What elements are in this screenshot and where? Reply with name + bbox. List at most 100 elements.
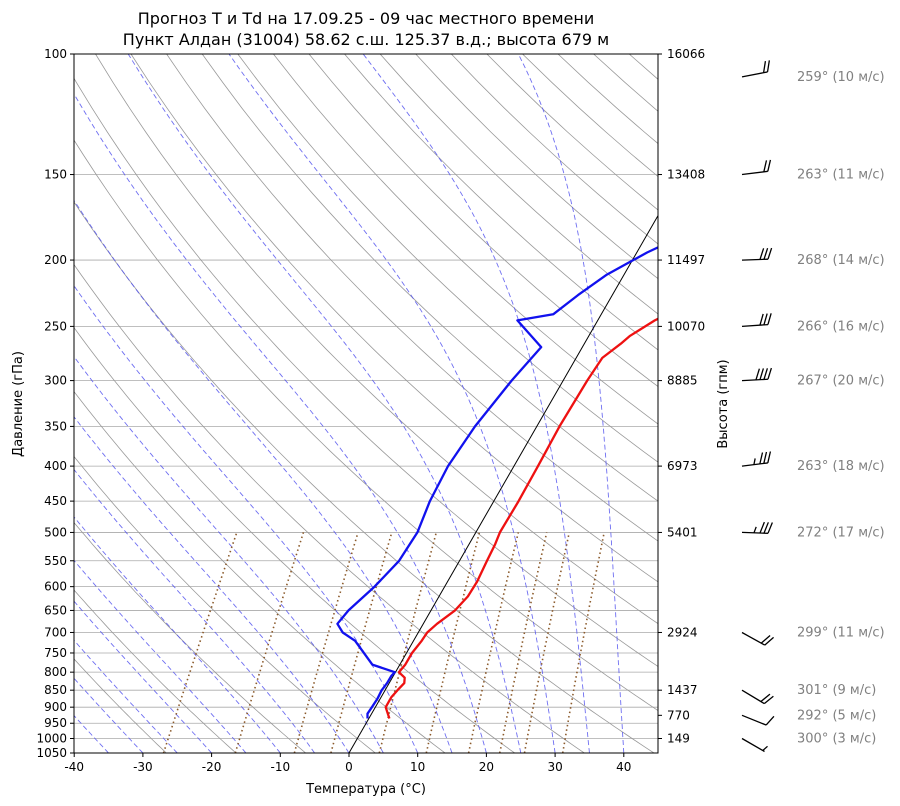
moist-adiabat-line xyxy=(74,639,178,753)
height-tick-label: 2924 xyxy=(667,625,698,639)
reference-lines-layer xyxy=(74,54,658,753)
wind-barb xyxy=(741,313,772,328)
moist-adiabat-line xyxy=(74,355,384,753)
wind-barb-staff xyxy=(741,689,765,705)
y-tick-label: 650 xyxy=(44,603,67,617)
moist-adiabat-line xyxy=(74,285,419,753)
x-axis-label: Температура (°C) xyxy=(305,782,426,797)
wind-barb-full xyxy=(767,247,773,260)
height-tick-label: 1437 xyxy=(667,683,698,697)
x-tick-label: 10 xyxy=(410,760,425,774)
x-tick-label: -20 xyxy=(202,760,222,774)
height-tick-label: 149 xyxy=(667,731,690,745)
wind-barb-staff xyxy=(741,714,767,726)
wind-barb-staff xyxy=(741,531,769,534)
wind-barb-staff xyxy=(741,631,766,646)
x-tick-label: 0 xyxy=(345,760,353,774)
x-tick-label: 20 xyxy=(479,760,494,774)
wind-label: 299° (11 м/с) xyxy=(797,626,885,641)
wind-label: 266° (16 м/с) xyxy=(797,319,885,334)
height-axis-label: Высота (гпм) xyxy=(716,359,731,448)
mixing-ratio-line xyxy=(234,532,305,753)
y-tick-label: 250 xyxy=(44,319,67,333)
x-tick-label: -40 xyxy=(64,760,84,774)
wind-barb-half xyxy=(753,526,757,534)
wind-barb-staff xyxy=(741,737,765,753)
dewpoint-line xyxy=(336,246,658,719)
wind-barb xyxy=(741,714,775,726)
mixing-ratio-line xyxy=(498,532,548,753)
wind-barb-staff xyxy=(741,258,769,261)
wind-barb xyxy=(741,451,772,467)
wind-barb-full xyxy=(760,634,771,644)
y-tick-label: 1000 xyxy=(36,731,67,745)
wind-barb xyxy=(741,159,772,176)
wind-barb xyxy=(741,737,768,753)
x-tick-label: -30 xyxy=(133,760,153,774)
height-tick-label: 16066 xyxy=(667,47,705,61)
wind-barb xyxy=(741,631,774,646)
wind-barb-full xyxy=(755,368,761,381)
dry-adiabat-line xyxy=(344,54,658,351)
moist-adiabat-line xyxy=(74,93,487,753)
height-tick-label: 13408 xyxy=(667,168,705,182)
dry-adiabat-line xyxy=(308,54,658,388)
wind-barb-staff xyxy=(741,378,768,382)
wind-barb-full xyxy=(764,636,774,646)
wind-barb-full xyxy=(767,313,772,325)
chart-title-line1: Прогноз T и Td на 17.09.25 - 09 час мест… xyxy=(138,9,594,28)
wind-barb-full xyxy=(765,715,775,726)
wind-barb-full xyxy=(763,368,769,380)
wind-barb-full xyxy=(767,522,773,534)
dry-adiabat-line xyxy=(74,455,376,753)
y-tick-label: 500 xyxy=(44,525,67,539)
wind-label: 259° (10 м/с) xyxy=(797,70,885,85)
mixing-ratio-line xyxy=(523,532,571,753)
wind-label: 268° (14 м/с) xyxy=(797,253,885,268)
wind-label: 263° (11 м/с) xyxy=(797,168,885,183)
y-tick-label: 950 xyxy=(44,716,67,730)
wind-barb-full xyxy=(763,160,768,172)
dry-adiabat-line xyxy=(237,54,658,463)
wind-label: 300° (3 м/с) xyxy=(797,732,876,747)
dry-adiabat-line xyxy=(130,54,658,583)
plot-frame xyxy=(73,53,659,754)
dry-adiabat-line xyxy=(74,201,655,753)
wind-label: 267° (20 м/с) xyxy=(797,374,885,389)
wind-barb-full xyxy=(763,313,768,326)
dry-adiabat-line xyxy=(74,263,585,753)
height-tick-label: 11497 xyxy=(667,253,705,267)
dry-adiabat-line xyxy=(74,390,446,753)
y-tick-label: 600 xyxy=(44,580,67,594)
moist-adiabat-line xyxy=(362,54,590,753)
moist-adiabat-line xyxy=(74,416,350,753)
mixing-ratio-line xyxy=(425,532,481,753)
dry-adiabat-line xyxy=(166,54,658,542)
wind-barb-full xyxy=(759,452,764,465)
temperature-line xyxy=(384,317,658,719)
y-tick-label: 350 xyxy=(44,419,67,433)
wind-barb-full xyxy=(766,60,770,73)
height-tick-label: 770 xyxy=(667,708,690,722)
y-tick-label: 550 xyxy=(44,554,67,568)
wind-barb-full xyxy=(759,313,764,326)
y-tick-label: 450 xyxy=(44,494,67,508)
wind-barb-full xyxy=(760,693,771,703)
dry-adiabat-line xyxy=(74,589,237,753)
height-tick-label: 5401 xyxy=(667,525,698,539)
wind-barb-staff xyxy=(741,462,768,467)
dry-adiabat-line xyxy=(95,54,658,625)
wind-barb-full xyxy=(763,695,774,705)
height-tick-label: 6973 xyxy=(667,459,698,473)
y-tick-label: 850 xyxy=(44,683,67,697)
y-tick-label: 900 xyxy=(44,700,67,714)
dry-adiabat-line xyxy=(74,326,515,753)
mixing-ratio-line xyxy=(162,532,238,753)
wind-barb-staff xyxy=(741,71,768,78)
chart-title-line2: Пункт Алдан (31004) 58.62 с.ш. 125.37 в.… xyxy=(123,30,609,49)
height-tick-label: 10070 xyxy=(667,319,705,333)
wind-barb xyxy=(741,689,774,705)
x-tick-label: -10 xyxy=(270,760,290,774)
moist-adiabat-line xyxy=(517,54,625,753)
